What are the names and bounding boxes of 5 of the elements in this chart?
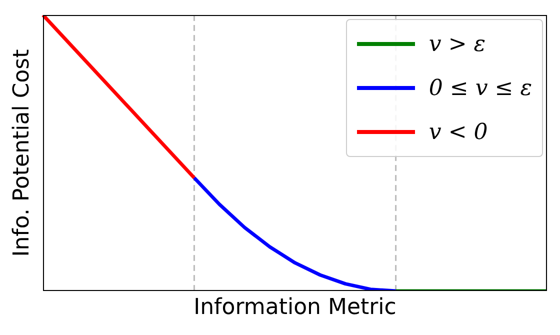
legend-label: 0 ≤ v ≤ ε	[428, 76, 532, 100]
x-axis-title: Information Metric	[192, 295, 398, 320]
y-axis-title: Info. Potential Cost	[10, 49, 34, 257]
legend-label: v > ε	[428, 32, 486, 56]
legend-label: v < 0	[428, 120, 488, 144]
